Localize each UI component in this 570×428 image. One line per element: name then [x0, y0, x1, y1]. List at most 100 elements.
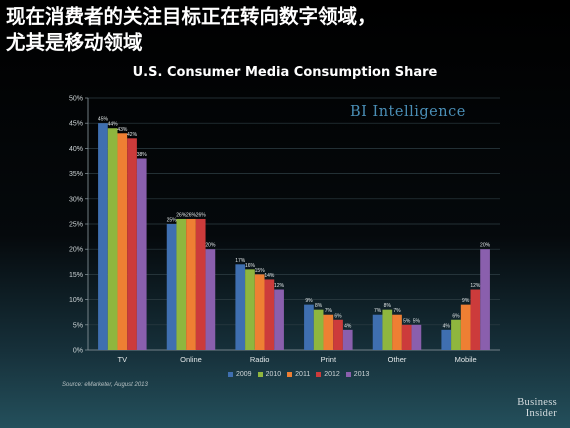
legend-item: 2013 [345, 371, 370, 378]
y-tick-label: 15% [69, 272, 83, 279]
logo-line-2: Insider [525, 408, 557, 419]
bar [166, 224, 177, 350]
chart-legend: 2009 2010 2011 2012 2013 [228, 371, 369, 378]
business-insider-logo: Business Insider [517, 397, 557, 419]
bi-intelligence-logo: BI Intelligence [350, 104, 466, 120]
legend-item: 2011 [287, 371, 310, 378]
data-label: 4% [443, 323, 451, 329]
data-label: 8% [315, 303, 323, 309]
legend-label: 2012 [324, 371, 340, 378]
data-label: 45% [98, 117, 109, 123]
bar [98, 123, 108, 350]
bar [264, 279, 275, 350]
data-label: 26% [176, 212, 187, 218]
legend-swatch [257, 372, 263, 377]
bar [274, 289, 284, 350]
bar [411, 324, 422, 350]
category-label: Other [388, 355, 407, 364]
bar [333, 319, 343, 350]
y-tick-label: 25% [69, 222, 83, 229]
bar [401, 324, 412, 350]
bar [304, 304, 314, 350]
y-tick-label: 20% [69, 247, 83, 254]
y-tick-label: 40% [69, 146, 83, 153]
bar [480, 249, 490, 350]
data-label: 42% [127, 132, 138, 138]
category-label: Online [180, 355, 202, 364]
legend-item: 2009 [228, 371, 252, 378]
bar [313, 309, 324, 350]
data-label: 16% [245, 263, 256, 269]
data-label: 9% [305, 298, 313, 304]
category-label: TV [118, 355, 128, 364]
data-label: 17% [235, 258, 246, 264]
bar [245, 269, 255, 350]
data-label: 12% [470, 283, 481, 289]
data-label: 7% [393, 308, 401, 314]
bar [235, 264, 246, 350]
data-label: 5% [413, 318, 421, 324]
bar [441, 329, 452, 350]
data-label: 20% [205, 243, 216, 249]
bar [382, 309, 393, 350]
legend-swatch [287, 372, 293, 377]
legend-label: 2010 [265, 371, 282, 378]
data-label: 44% [108, 122, 119, 128]
data-label: 43% [117, 127, 128, 133]
data-label: 9% [462, 298, 470, 304]
bar [107, 128, 118, 350]
y-tick-label: 5% [73, 322, 83, 329]
data-label: 20% [480, 243, 491, 249]
headline-line-2: 尤其是移动领域 [6, 31, 143, 54]
source-note: Source: eMarketer, August 2013 [62, 382, 148, 388]
bar [254, 274, 265, 350]
category-label: Radio [250, 355, 270, 364]
y-tick-label: 50% [69, 96, 83, 103]
bar [392, 314, 402, 350]
y-tick-label: 35% [69, 171, 83, 178]
bar [176, 218, 187, 350]
category-label: Print [321, 355, 337, 364]
data-label: 12% [274, 283, 285, 289]
bar [127, 138, 137, 350]
bar [136, 158, 147, 350]
data-label: 38% [137, 152, 148, 158]
bar [470, 289, 481, 350]
y-tick-label: 30% [69, 196, 83, 203]
category-label: Mobile [455, 355, 477, 364]
legend-swatch [228, 372, 233, 377]
data-label: 6% [452, 313, 460, 319]
y-tick-label: 0% [73, 348, 83, 355]
data-label: 8% [384, 303, 392, 309]
legend-label: 2013 [353, 371, 370, 378]
bar [195, 218, 206, 350]
legend-swatch [345, 372, 351, 377]
headline: 现在消费者的关注目标正在转向数字领域， 尤其是移动领域 [6, 4, 566, 56]
data-label: 7% [325, 308, 333, 314]
bar [342, 329, 353, 350]
legend-swatch [316, 372, 322, 377]
data-label: 5% [403, 318, 411, 324]
y-tick-label: 45% [69, 121, 83, 128]
chart-title: U.S. Consumer Media Consumption Share [132, 65, 438, 80]
bar [451, 319, 461, 350]
data-label: 15% [255, 268, 266, 274]
y-tick-label: 10% [69, 297, 83, 304]
data-label: 4% [344, 323, 352, 329]
data-label: 26% [196, 212, 207, 218]
data-label: 26% [186, 212, 197, 218]
bar [205, 249, 216, 350]
data-label: 6% [334, 313, 342, 319]
legend-item: 2010 [257, 371, 282, 378]
legend-label: 2009 [236, 371, 252, 378]
bar [460, 304, 471, 350]
bar [372, 314, 383, 350]
data-label: 7% [374, 308, 382, 314]
legend-item: 2012 [316, 371, 340, 378]
data-label: 14% [264, 273, 275, 279]
headline-line-1: 现在消费者的关注目标正在转向数字领域， [6, 5, 377, 28]
logo-line-1: Business [517, 397, 557, 408]
bar [186, 218, 196, 350]
data-label: 25% [167, 218, 178, 224]
